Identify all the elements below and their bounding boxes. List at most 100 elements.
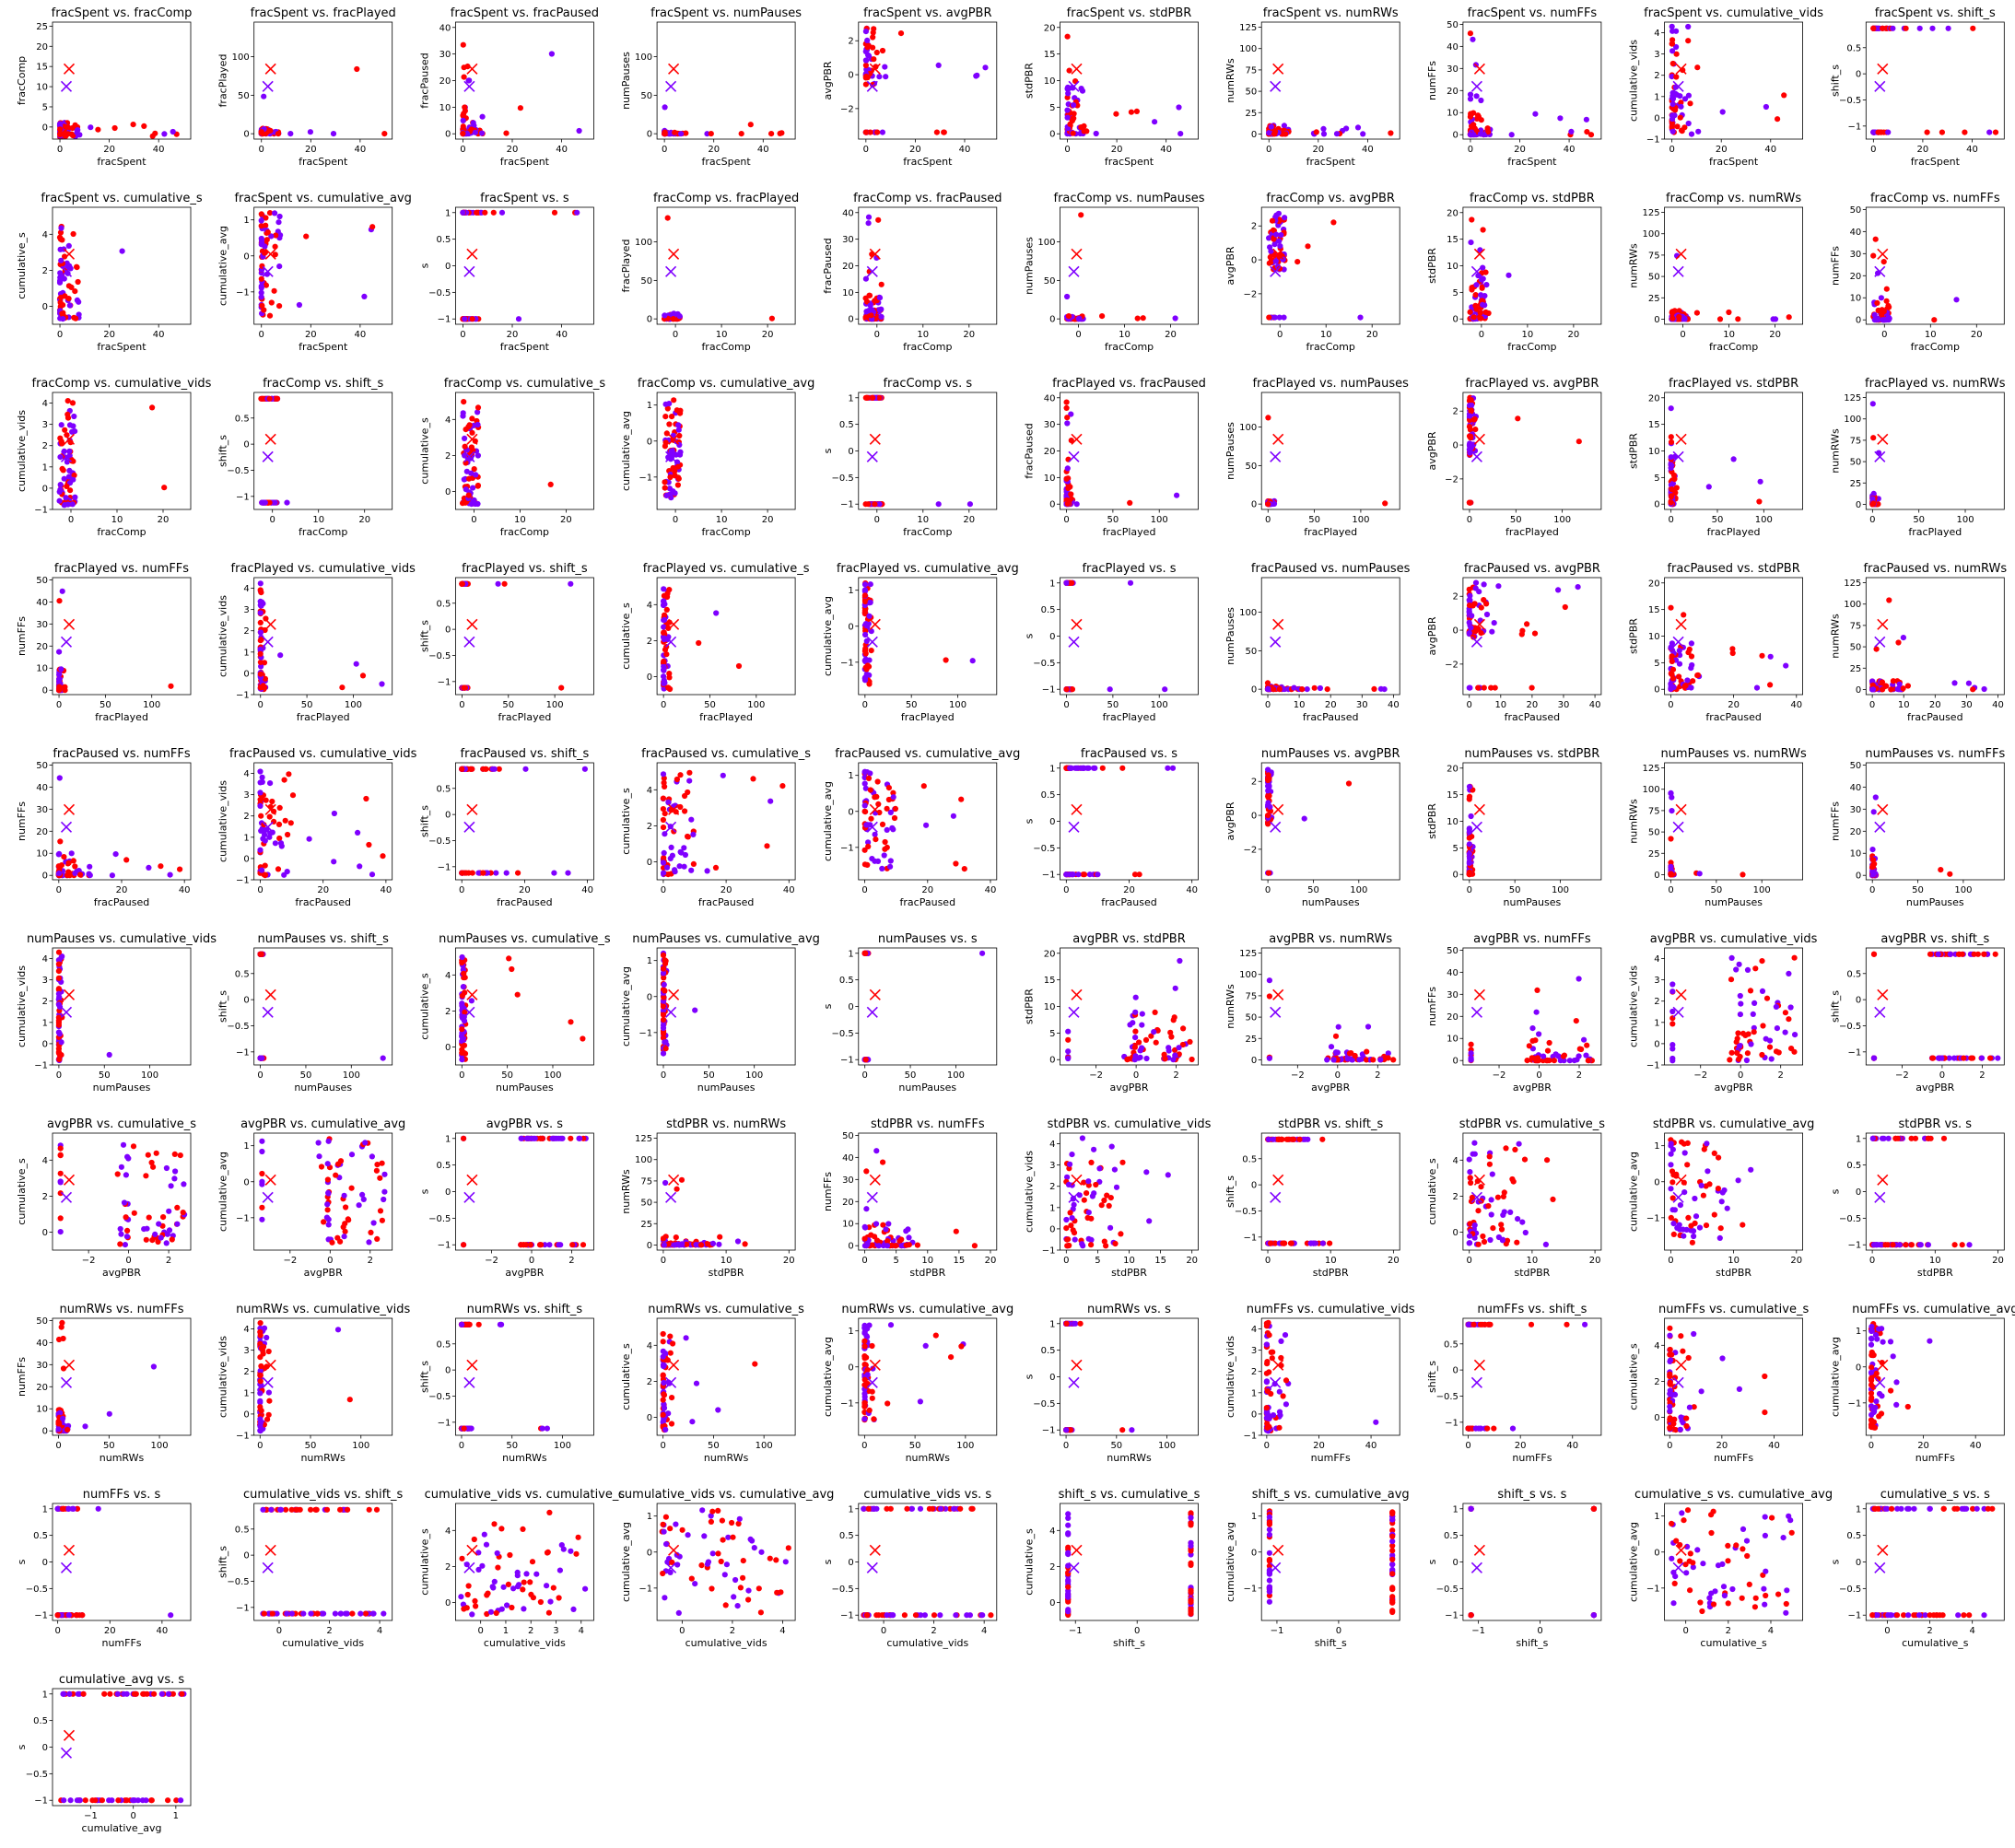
subplot-title: fracPaused vs. numFFs bbox=[53, 747, 190, 761]
scatter-points bbox=[55, 949, 112, 1064]
axes-frame bbox=[253, 392, 393, 510]
scatter-point bbox=[1099, 765, 1106, 771]
centroid-marker bbox=[1877, 248, 1889, 260]
scatter-point bbox=[1531, 630, 1539, 637]
scatter-point bbox=[272, 499, 278, 506]
scatter-point bbox=[461, 1018, 468, 1024]
scatter-point bbox=[274, 395, 280, 402]
scatter-point bbox=[1466, 796, 1472, 802]
scatter-point bbox=[1869, 847, 1876, 853]
y-tick-label: 100 bbox=[1037, 238, 1055, 248]
scatter-point bbox=[1694, 64, 1701, 71]
scatter-point bbox=[1705, 484, 1712, 490]
scatter-point bbox=[272, 840, 278, 847]
x-tick-label: 0 bbox=[1869, 700, 1875, 710]
y-tick-label: 0 bbox=[243, 251, 249, 262]
y-tick-label: 125 bbox=[1239, 23, 1257, 33]
y-tick-label: 0 bbox=[1654, 685, 1659, 696]
x-axis-label: numPauses bbox=[1906, 896, 1964, 908]
centroid-marker bbox=[1270, 821, 1282, 833]
scatter-point bbox=[1064, 107, 1071, 113]
y-tick-label: −1 bbox=[438, 315, 451, 325]
x-axis-label: fracComp bbox=[97, 526, 146, 538]
scatter-point bbox=[1176, 104, 1182, 111]
centroid-marker bbox=[866, 636, 878, 648]
scatter-point bbox=[865, 214, 873, 220]
scatter-point bbox=[517, 105, 524, 111]
scatter-point bbox=[663, 606, 670, 614]
scatter-point bbox=[1488, 684, 1494, 691]
axes-frame bbox=[1865, 392, 2005, 510]
y-tick-label: 25 bbox=[36, 22, 48, 32]
scatter-point bbox=[660, 771, 667, 778]
x-tick-label: 0 bbox=[257, 885, 263, 895]
scatter-point bbox=[862, 62, 870, 69]
scatter-point bbox=[1267, 254, 1273, 261]
y-tick-label: −1 bbox=[438, 862, 451, 872]
scatter-point bbox=[483, 766, 489, 772]
scatter-point bbox=[1685, 120, 1692, 127]
y-tick-label: 0 bbox=[1453, 871, 1459, 881]
scatter-points bbox=[1869, 597, 1987, 693]
scatter-point bbox=[576, 127, 582, 135]
x-tick-label: 20 bbox=[560, 515, 572, 525]
scatter-point bbox=[55, 1020, 62, 1026]
scatter-point bbox=[1477, 131, 1484, 137]
scatter-point bbox=[55, 1014, 62, 1021]
centroid-marker bbox=[1071, 803, 1083, 815]
scatter-point bbox=[1669, 74, 1675, 80]
scatter-point bbox=[1668, 454, 1674, 461]
y-tick-label: 0.5 bbox=[1041, 790, 1056, 801]
scatter-point bbox=[514, 991, 521, 998]
centroid-marker bbox=[869, 433, 881, 445]
scatter-point bbox=[71, 472, 77, 479]
scatter-point bbox=[67, 439, 74, 446]
subplot-title: fracSpent vs. cumulative_avg bbox=[234, 192, 411, 205]
centroid-marker bbox=[1068, 80, 1080, 92]
scatter-point bbox=[1480, 275, 1486, 282]
subplot: fracSpent vs. cumulative_s0 20 40024fracSp… bbox=[16, 192, 203, 353]
scatter-point bbox=[1682, 683, 1689, 689]
y-tick-label: 0.5 bbox=[839, 420, 854, 430]
scatter-point bbox=[257, 580, 264, 587]
scatter-point bbox=[581, 766, 589, 772]
axes-frame bbox=[253, 206, 393, 325]
scatter-point bbox=[168, 683, 174, 689]
scatter-point bbox=[1470, 314, 1477, 321]
scatter-point bbox=[277, 232, 284, 239]
scatter-point bbox=[303, 233, 310, 240]
scatter-point bbox=[460, 500, 466, 507]
y-tick-label: 2 bbox=[1453, 407, 1459, 417]
scatter-point bbox=[459, 766, 465, 772]
y-tick-label: 0 bbox=[445, 130, 451, 140]
scatter-point bbox=[289, 792, 297, 799]
x-tick-label: 100 bbox=[546, 700, 564, 710]
scatter-point bbox=[474, 482, 482, 489]
scatter-point bbox=[1266, 782, 1272, 789]
scatter-points bbox=[257, 951, 386, 1061]
scatter-point bbox=[56, 488, 63, 496]
scatter-point bbox=[669, 414, 675, 420]
scatter-point bbox=[55, 961, 62, 967]
y-tick-label: −2 bbox=[1445, 660, 1459, 670]
scatter-point bbox=[1470, 132, 1477, 138]
centroid-marker bbox=[63, 618, 76, 630]
scatter-point bbox=[1886, 597, 1892, 603]
y-tick-label: 40 bbox=[1044, 393, 1056, 404]
y-tick-label: 2 bbox=[445, 1007, 451, 1017]
scatter-points bbox=[1668, 789, 1746, 878]
scatter-point bbox=[257, 619, 264, 626]
scatter-point bbox=[1320, 131, 1328, 137]
scatter-point bbox=[287, 820, 294, 826]
scatter-point bbox=[259, 867, 265, 873]
scatter-point bbox=[1283, 131, 1289, 137]
x-tick-label: 20 bbox=[507, 145, 519, 155]
scatter-point bbox=[465, 492, 472, 498]
scatter-point bbox=[170, 128, 176, 135]
x-axis-label: fracSpent bbox=[299, 341, 348, 353]
y-tick-label: 20 bbox=[1044, 23, 1056, 33]
x-tick-label: 100 bbox=[949, 700, 966, 710]
